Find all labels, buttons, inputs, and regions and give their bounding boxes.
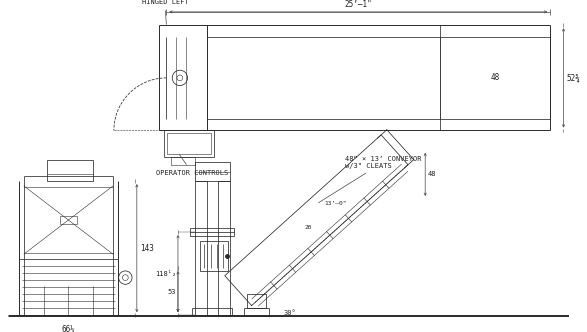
Bar [60, 216, 77, 224]
Bar [190, 228, 234, 236]
Bar [218, 181, 230, 315]
Text: 30°: 30° [284, 310, 296, 316]
Bar [47, 160, 93, 181]
Text: 53: 53 [167, 289, 176, 295]
Bar [244, 308, 269, 316]
Bar [200, 241, 228, 271]
Bar [164, 130, 214, 157]
Text: 118¹₂: 118¹₂ [155, 271, 176, 277]
Bar [247, 294, 266, 308]
Text: 48: 48 [428, 171, 437, 177]
Text: 143: 143 [140, 244, 154, 253]
Text: 48” × 13’ CONVEYOR
w/3" CLEATS: 48” × 13’ CONVEYOR w/3" CLEATS [319, 156, 421, 203]
Text: OPERATOR CONTROLS: OPERATOR CONTROLS [156, 155, 228, 176]
Text: 13’–0": 13’–0" [324, 201, 346, 206]
Bar [167, 133, 211, 154]
Text: 20: 20 [305, 225, 312, 230]
Text: 25’–1": 25’–1" [345, 0, 372, 9]
Text: 52¾: 52¾ [566, 73, 580, 82]
Text: 48: 48 [491, 73, 500, 82]
Text: HINGED LEFT: HINGED LEFT [141, 0, 188, 24]
Bar [171, 157, 195, 165]
Text: 66¼: 66¼ [62, 324, 75, 332]
Bar [195, 162, 230, 181]
Bar [195, 181, 207, 315]
Bar [193, 308, 232, 315]
